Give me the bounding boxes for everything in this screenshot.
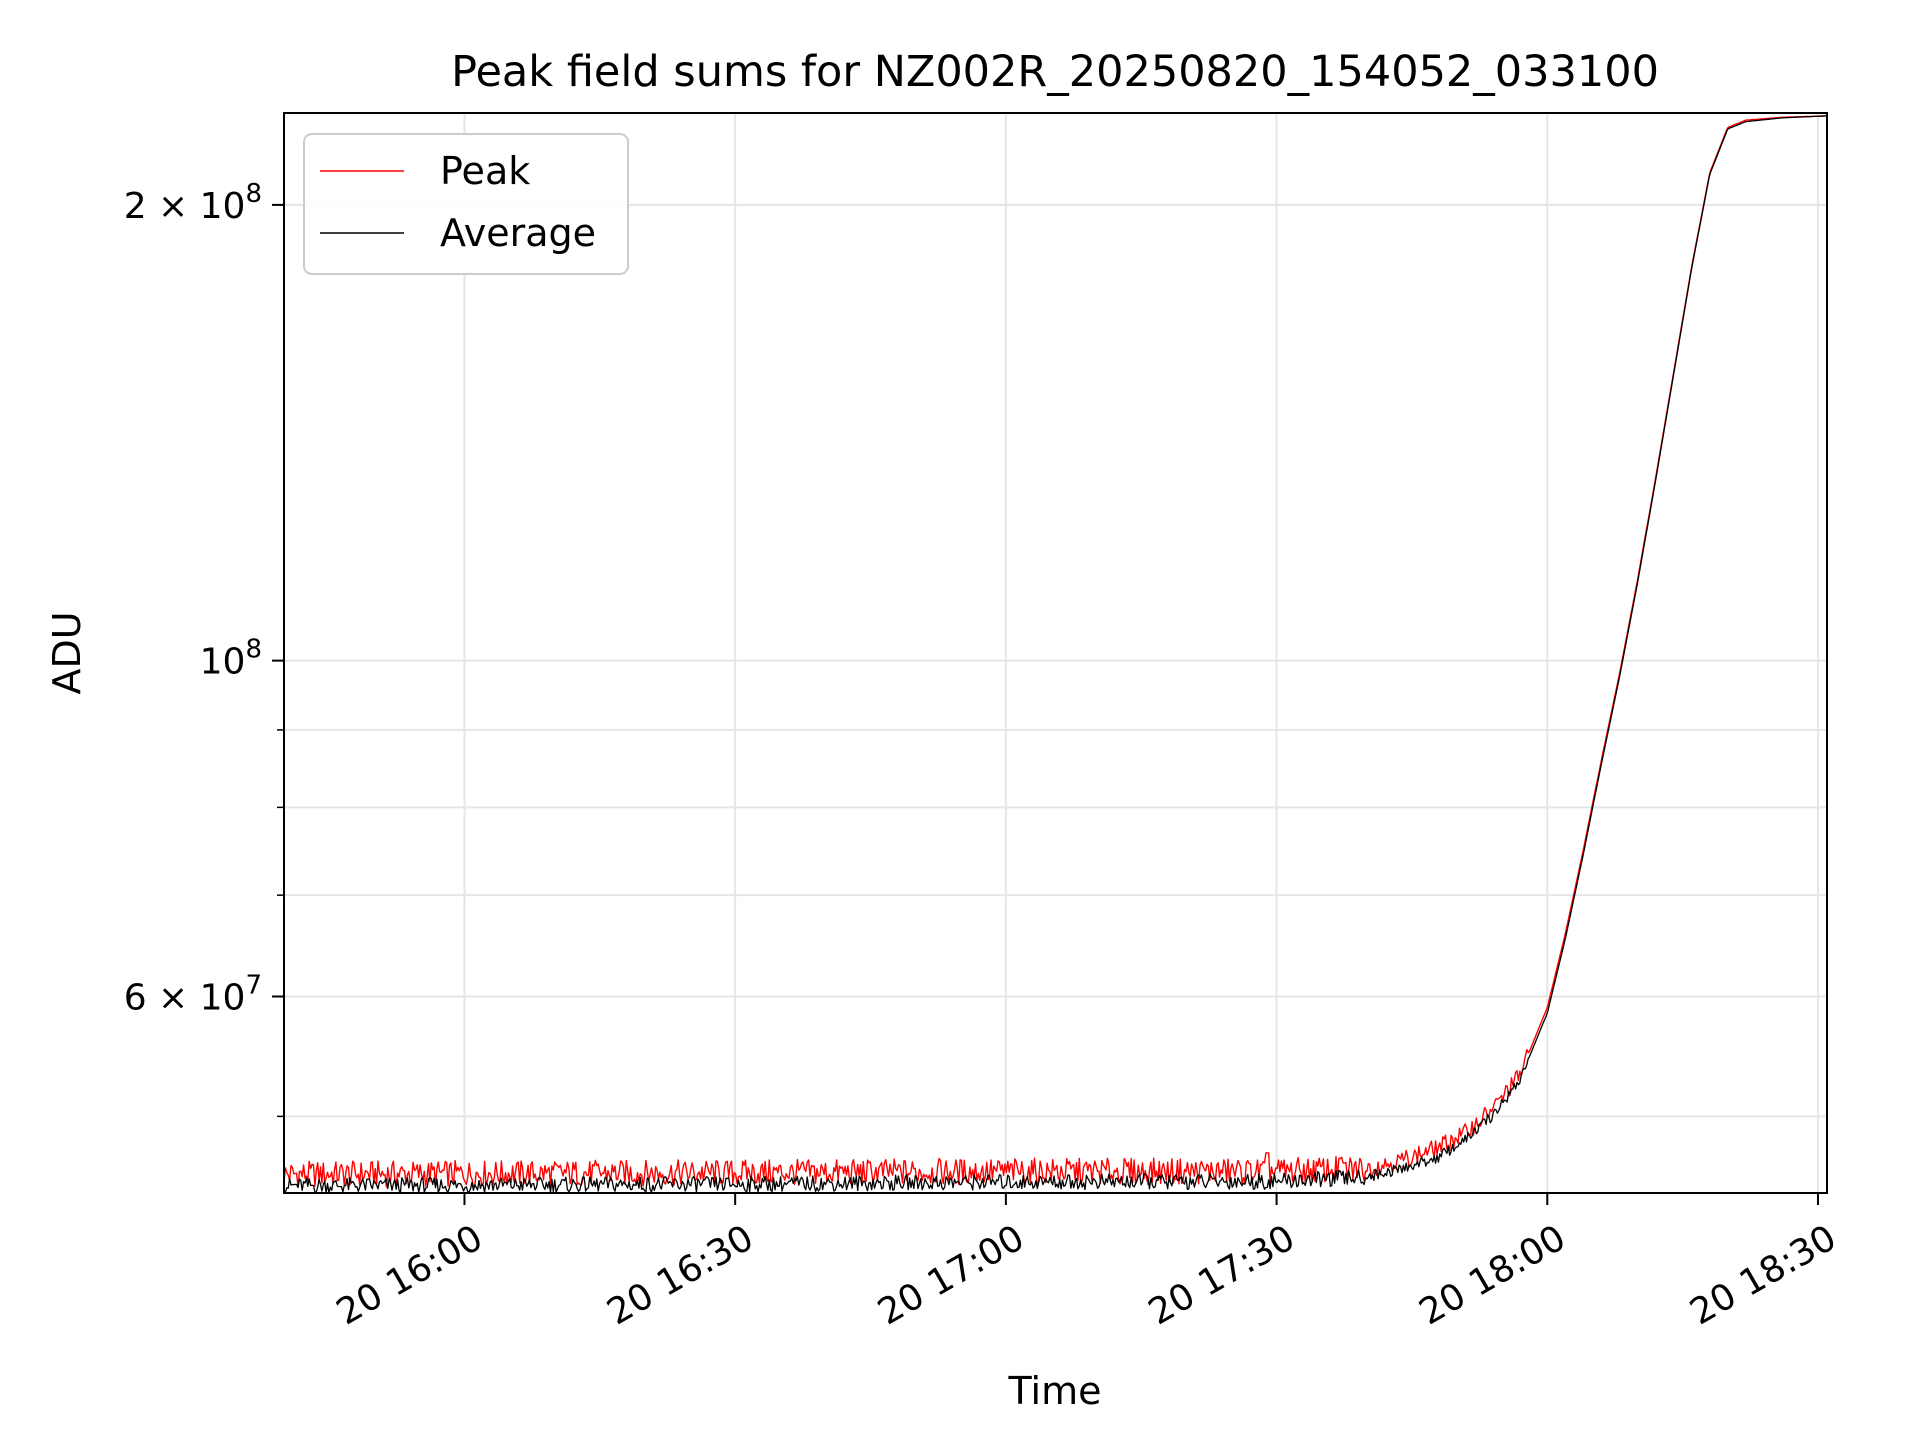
legend-label-peak: Peak [440, 149, 530, 193]
y-tick-label: 6 × 107 [124, 971, 262, 1019]
chart-title: Peak field sums for NZ002R_20250820_1540… [451, 47, 1659, 97]
series-line-average [284, 115, 1827, 1193]
legend-label-average: Average [440, 211, 596, 255]
y-axis-label: ADU [45, 611, 89, 694]
legend: Peak Average [303, 133, 629, 275]
series-line-peak [284, 115, 1827, 1188]
series-lines [284, 115, 1827, 1193]
plot-frame [283, 112, 1828, 1194]
legend-box [303, 133, 629, 275]
x-axis-label: Time [1008, 1369, 1102, 1413]
y-tick-label: 2 × 108 [124, 179, 262, 227]
y-tick-label: 108 [200, 635, 262, 683]
